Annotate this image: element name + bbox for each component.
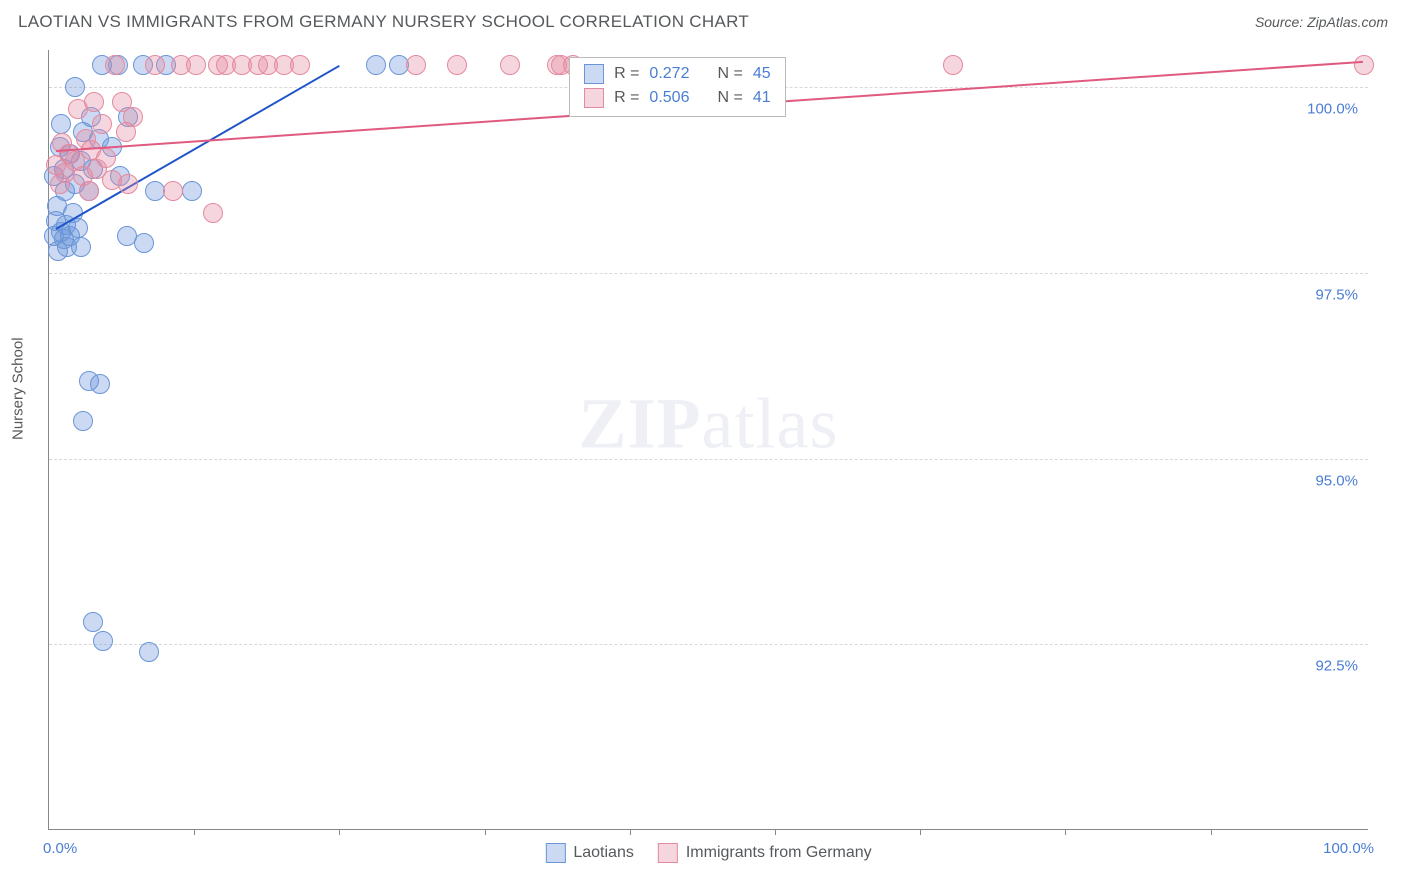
n-value: 45 <box>753 65 771 83</box>
x-tick <box>339 829 340 835</box>
watermark: ZIPatlas <box>579 382 839 465</box>
scatter-point-germany <box>500 55 520 75</box>
r-value: 0.506 <box>649 89 689 107</box>
y-tick-label: 97.5% <box>1315 286 1358 303</box>
scatter-point-germany <box>68 99 88 119</box>
legend-item: Laotians <box>545 843 634 863</box>
y-tick-label: 92.5% <box>1315 658 1358 675</box>
legend-stats-row: R = 0.506 N = 41 <box>584 86 771 110</box>
r-label: R = <box>614 65 639 83</box>
legend-swatch <box>584 64 604 84</box>
legend-swatch <box>584 88 604 108</box>
scatter-point-laotians <box>182 181 202 201</box>
scatter-point-germany <box>943 55 963 75</box>
gridline-h <box>49 459 1368 460</box>
scatter-point-germany <box>116 122 136 142</box>
scatter-point-laotians <box>134 233 154 253</box>
scatter-point-laotians <box>73 411 93 431</box>
scatter-point-germany <box>105 55 125 75</box>
scatter-point-germany <box>186 55 206 75</box>
legend-series-name: Laotians <box>573 844 634 862</box>
scatter-point-germany <box>50 174 70 194</box>
scatter-point-laotians <box>366 55 386 75</box>
source-attribution: Source: ZipAtlas.com <box>1255 14 1388 30</box>
chart-title: LAOTIAN VS IMMIGRANTS FROM GERMANY NURSE… <box>18 12 749 32</box>
x-tick <box>630 829 631 835</box>
scatter-point-laotians <box>145 181 165 201</box>
y-axis-label: Nursery School <box>10 337 27 440</box>
x-tick <box>1065 829 1066 835</box>
scatter-point-germany <box>145 55 165 75</box>
legend-swatch <box>545 843 565 863</box>
y-tick-label: 100.0% <box>1307 101 1358 118</box>
gridline-h <box>49 644 1368 645</box>
legend-series-name: Immigrants from Germany <box>686 844 872 862</box>
scatter-point-laotians <box>139 642 159 662</box>
x-tick <box>485 829 486 835</box>
r-label: R = <box>614 89 639 107</box>
scatter-point-laotians <box>93 631 113 651</box>
scatter-point-germany <box>118 174 138 194</box>
n-value: 41 <box>753 89 771 107</box>
x-tick <box>775 829 776 835</box>
x-tick-label: 0.0% <box>43 840 77 857</box>
x-tick <box>1211 829 1212 835</box>
scatter-point-laotians <box>90 374 110 394</box>
series-legend: Laotians Immigrants from Germany <box>545 843 871 863</box>
scatter-point-germany <box>1354 55 1374 75</box>
x-tick-label: 100.0% <box>1323 840 1374 857</box>
gridline-h <box>49 273 1368 274</box>
scatter-chart: Nursery School ZIPatlas 92.5% 95.0% 97.5% 1… <box>0 40 1406 890</box>
scatter-point-germany <box>79 181 99 201</box>
y-tick-label: 95.0% <box>1315 472 1358 489</box>
scatter-point-germany <box>92 114 112 134</box>
legend-swatch <box>658 843 678 863</box>
scatter-point-germany <box>163 181 183 201</box>
scatter-point-laotians <box>65 77 85 97</box>
r-value: 0.272 <box>649 65 689 83</box>
x-tick <box>920 829 921 835</box>
n-label: N = <box>717 65 742 83</box>
legend-item: Immigrants from Germany <box>658 843 872 863</box>
scatter-point-germany <box>290 55 310 75</box>
scatter-point-germany <box>447 55 467 75</box>
n-label: N = <box>717 89 742 107</box>
scatter-point-germany <box>203 203 223 223</box>
plot-area: ZIPatlas 92.5%95.0%97.5%100.0%0.0%100.0%… <box>48 50 1368 830</box>
scatter-point-laotians <box>48 241 68 261</box>
x-tick <box>194 829 195 835</box>
scatter-point-laotians <box>51 114 71 134</box>
correlation-stats-legend: R = 0.272 N = 45 R = 0.506 N = 41 <box>569 57 786 117</box>
legend-stats-row: R = 0.272 N = 45 <box>584 62 771 86</box>
scatter-point-germany <box>406 55 426 75</box>
scatter-point-laotians <box>83 612 103 632</box>
